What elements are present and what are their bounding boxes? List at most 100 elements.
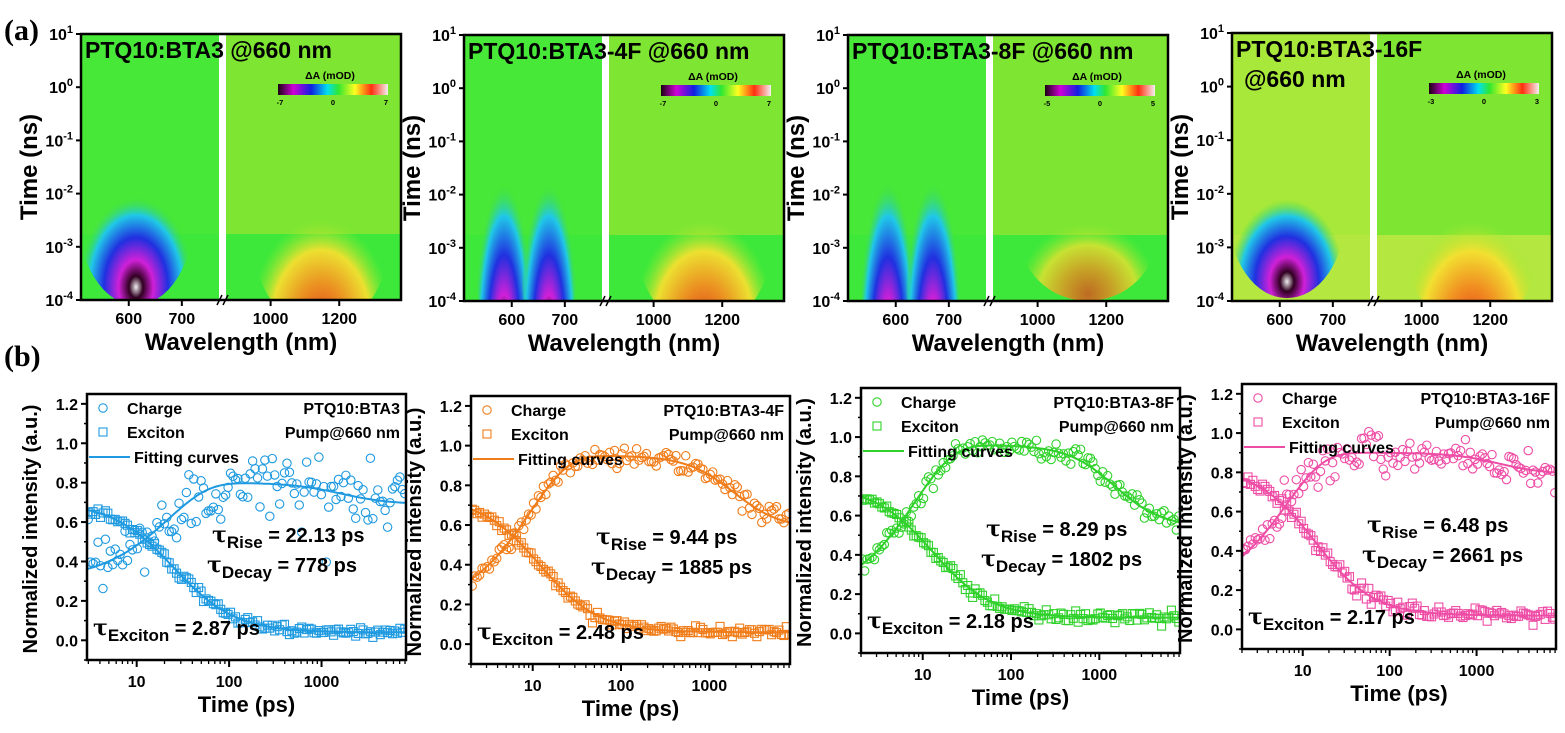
charge-data-point [1315,466,1326,477]
charge-data-point [1070,444,1081,454]
exciton-data-point [1161,614,1172,624]
x-tick-label: 100 [608,678,635,695]
charge-data-point [296,527,307,537]
charge-data-point [294,500,305,510]
heatmap-2: PTQ10:BTA3-4F @660 nm ΔA (mOD) -7 0 7 10-4 10-… [399,25,786,357]
legend-exciton-label: Exciton [1282,415,1340,432]
pump-label: Pump@660 nm [1059,419,1174,436]
legend-fit-label: Fitting curves [134,450,239,467]
y-tick-label: 0.4 [1211,544,1233,561]
y-axis-label: Normalized intensity (a.u.) [20,405,42,654]
axis-break-mark [216,294,229,306]
charge-data-point [1496,469,1507,480]
kinetics-chart-1: 0.0 0.2 0.4 0.6 0.8 1.0 1.2 10 100 1000 Time (ps) N… [20,392,408,717]
exciton-data-point [1448,608,1458,618]
exciton-data-point [1120,614,1130,624]
charge-data-point [265,511,275,522]
charge-data-point [373,485,383,495]
charge-data-point [287,478,297,488]
charge-fit-curve [861,444,1180,566]
y-tick-label: 10-3 [1196,237,1224,257]
exciton-data-point [211,600,221,610]
exciton-data-point [1090,614,1100,624]
y-axis-label: Normalized intensity (a.u.) [794,398,816,647]
exciton-data-point [1041,605,1051,615]
colorbar-tick-label: 7 [384,98,388,107]
exciton-data-point [179,571,189,581]
charge-data-point [1291,474,1302,485]
x-tick-label: 100 [1376,663,1403,680]
charge-data-point [279,468,290,478]
charge-data-point [1046,454,1056,465]
exciton-data-point [1518,608,1528,618]
x-tick-label: 1000 [253,311,289,328]
charge-data-point [1024,439,1034,450]
charge-data-point [1021,437,1032,448]
exciton-data-point [764,624,774,634]
charge-data-point [350,513,361,523]
exciton-data-point [1419,605,1429,616]
charge-data-point [879,539,890,550]
exciton-data-point [516,538,526,548]
charge-data-point [1463,458,1473,469]
colorbar-label: ΔA (mOD) [305,70,355,82]
exciton-data-point [1139,615,1149,625]
exciton-data-point [1501,613,1512,623]
charge-data-point [572,461,583,472]
exciton-data-point [1388,607,1398,617]
charge-data-point [181,487,192,498]
charge-data-point [176,514,187,525]
y-tick-label: 1.2 [1211,387,1233,404]
exciton-data-point [1112,611,1122,621]
charge-data-point [1361,439,1372,450]
charge-data-point [1058,449,1069,459]
charge-data-point [397,484,406,495]
charge-data-point [725,482,735,493]
exciton-data-point [1463,609,1473,619]
charge-data-point [323,502,334,512]
y-tick-label: 0.4 [830,548,852,565]
charge-data-point [1075,444,1086,455]
exciton-data-point [578,602,588,612]
y-tick-label: 10-4 [1196,291,1224,311]
charge-data-point [166,526,177,537]
charge-data-point [1487,449,1497,460]
y-tick-label: 1.2 [830,391,852,408]
x-tick-label: 1000 [1404,312,1440,329]
y-tick-label: 10-2 [1196,184,1224,204]
exciton-data-point [152,544,162,554]
legend-charge-label: Charge [511,403,566,420]
charge-data-point [336,491,346,502]
exciton-data-point [1410,603,1420,613]
charge-data-point [521,515,531,525]
exciton-data-point [1320,550,1330,560]
charge-data-point [250,464,260,474]
exciton-data-point [1110,618,1120,628]
charge-data-point [1465,447,1476,458]
x-tick-label: 1000 [692,678,728,695]
axis-break-mark [599,295,612,307]
charge-data-point [1296,464,1306,475]
charge-data-point [864,553,875,564]
y-tick-label: 0.6 [440,518,462,535]
charge-data-point [980,438,990,448]
exciton-data-point [1056,608,1066,618]
charge-data-point [1303,457,1314,468]
colorbar-tick-label: -7 [277,98,284,107]
x-axis-label: Time (ps) [582,696,679,721]
exciton-data-point [91,509,101,520]
y-tick-label: 10-3 [428,238,456,258]
charge-data-point [869,554,880,565]
sample-label: PTQ10:BTA3-8F [1053,395,1174,412]
heatmap-title: PTQ10:BTA3-16F [1236,36,1422,62]
exciton-data-point [1369,593,1379,603]
legend-exciton-marker [98,427,108,437]
charge-data-point [255,502,265,512]
charge-data-point [1414,458,1425,468]
y-tick-label: 0.4 [56,554,78,571]
exciton-data-point [1289,509,1299,519]
panel-label-b: (b) [4,340,41,373]
exciton-data-point [1364,583,1374,593]
charge-data-point [889,528,899,538]
